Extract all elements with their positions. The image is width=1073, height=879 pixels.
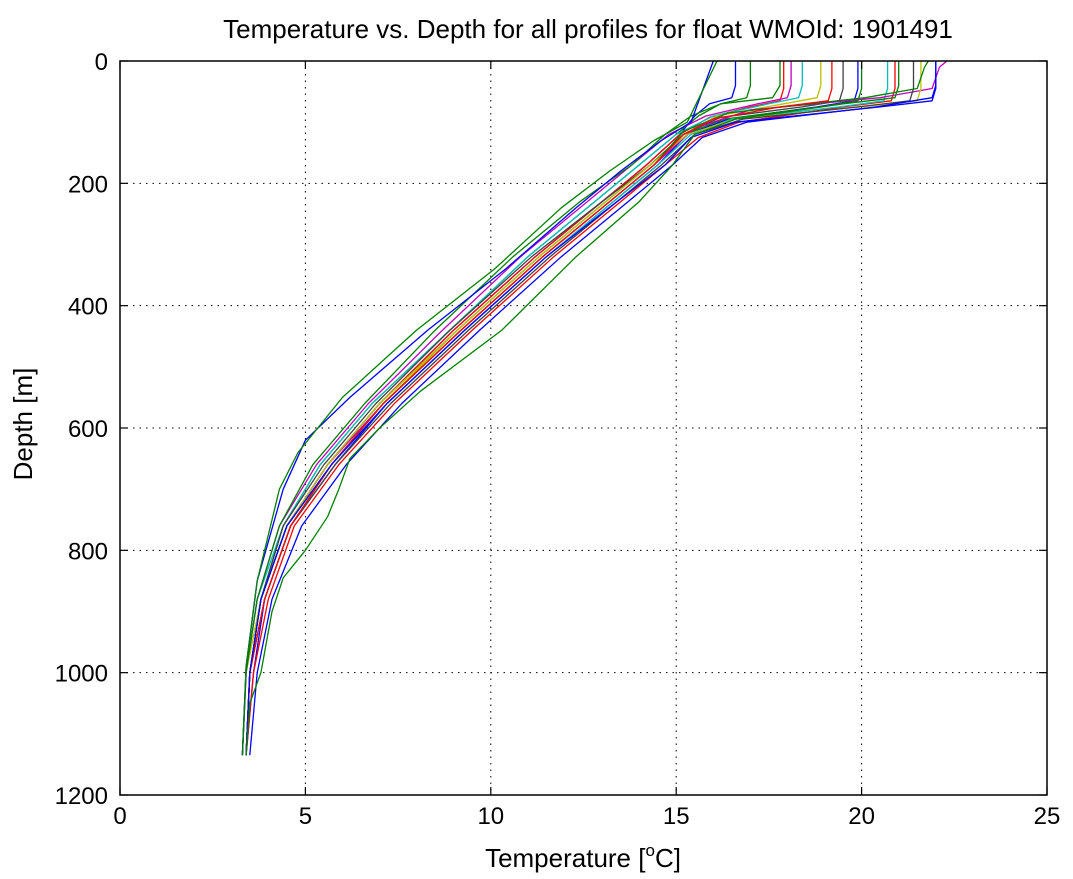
profile-line — [245, 61, 896, 756]
y-tick-label: 1200 — [55, 783, 108, 810]
profile-line — [241, 60, 718, 756]
y-tick-label: 1000 — [55, 661, 108, 688]
profile-line — [245, 61, 833, 756]
y-tick-label: 800 — [68, 538, 108, 565]
x-tick-label: 20 — [848, 803, 875, 830]
y-tick-label: 600 — [68, 416, 108, 443]
x-tick-label: 5 — [299, 803, 312, 830]
y-tick-label: 200 — [68, 171, 108, 198]
x-tick-label: 10 — [477, 803, 504, 830]
y-tick-label: 400 — [68, 294, 108, 321]
x-tick-label: 25 — [1034, 803, 1061, 830]
series-group — [241, 60, 948, 756]
profile-line — [241, 61, 781, 756]
ticks: 0 5 10 15 20 25 0 200 400 600 800 1000 1200 — [55, 49, 1061, 830]
x-axis-label: Temperature [oC] — [485, 841, 681, 873]
x-tick-label: 15 — [663, 803, 690, 830]
grid — [120, 61, 1047, 795]
y-axis-label: Depth [m] — [8, 368, 38, 481]
chart-title: Temperature vs. Depth for all profiles f… — [223, 14, 953, 44]
profile-line — [249, 61, 937, 756]
profile-line — [241, 61, 803, 756]
profile-line — [245, 61, 937, 756]
y-tick-label: 0 — [95, 49, 108, 76]
x-tick-label: 0 — [113, 803, 126, 830]
profile-line — [245, 61, 900, 756]
